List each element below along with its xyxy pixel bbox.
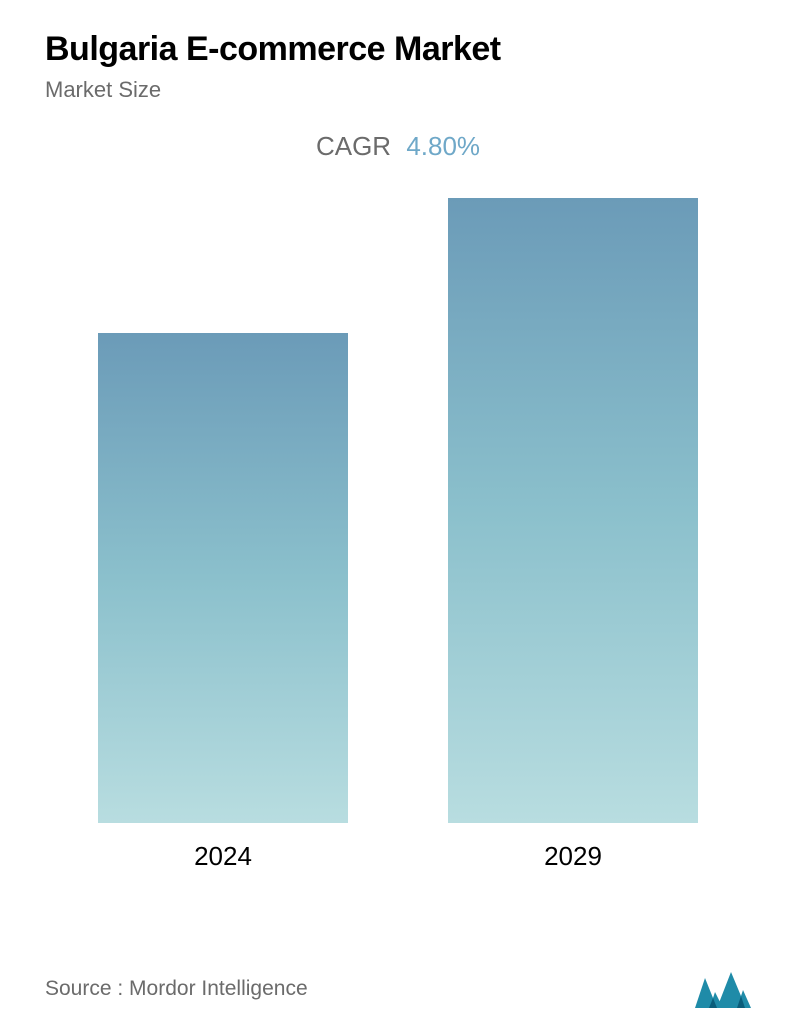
bar-label-2029: 2029	[544, 841, 602, 872]
bar-group-2024: 2024	[98, 333, 348, 872]
source-label: Source : Mordor Intelligence	[45, 977, 308, 1001]
footer: Source : Mordor Intelligence	[45, 970, 751, 1008]
chart-title: Bulgaria E-commerce Market	[45, 30, 751, 69]
bar-2024	[98, 333, 348, 823]
bar-2029	[448, 198, 698, 823]
cagr-row: CAGR 4.80%	[45, 131, 751, 162]
cagr-value: 4.80%	[406, 131, 480, 161]
mordor-logo-icon	[695, 970, 751, 1008]
cagr-label: CAGR	[316, 131, 391, 161]
chart-subtitle: Market Size	[45, 77, 751, 103]
bar-group-2029: 2029	[448, 198, 698, 872]
bar-chart: 2024 2029	[45, 232, 751, 872]
bar-label-2024: 2024	[194, 841, 252, 872]
